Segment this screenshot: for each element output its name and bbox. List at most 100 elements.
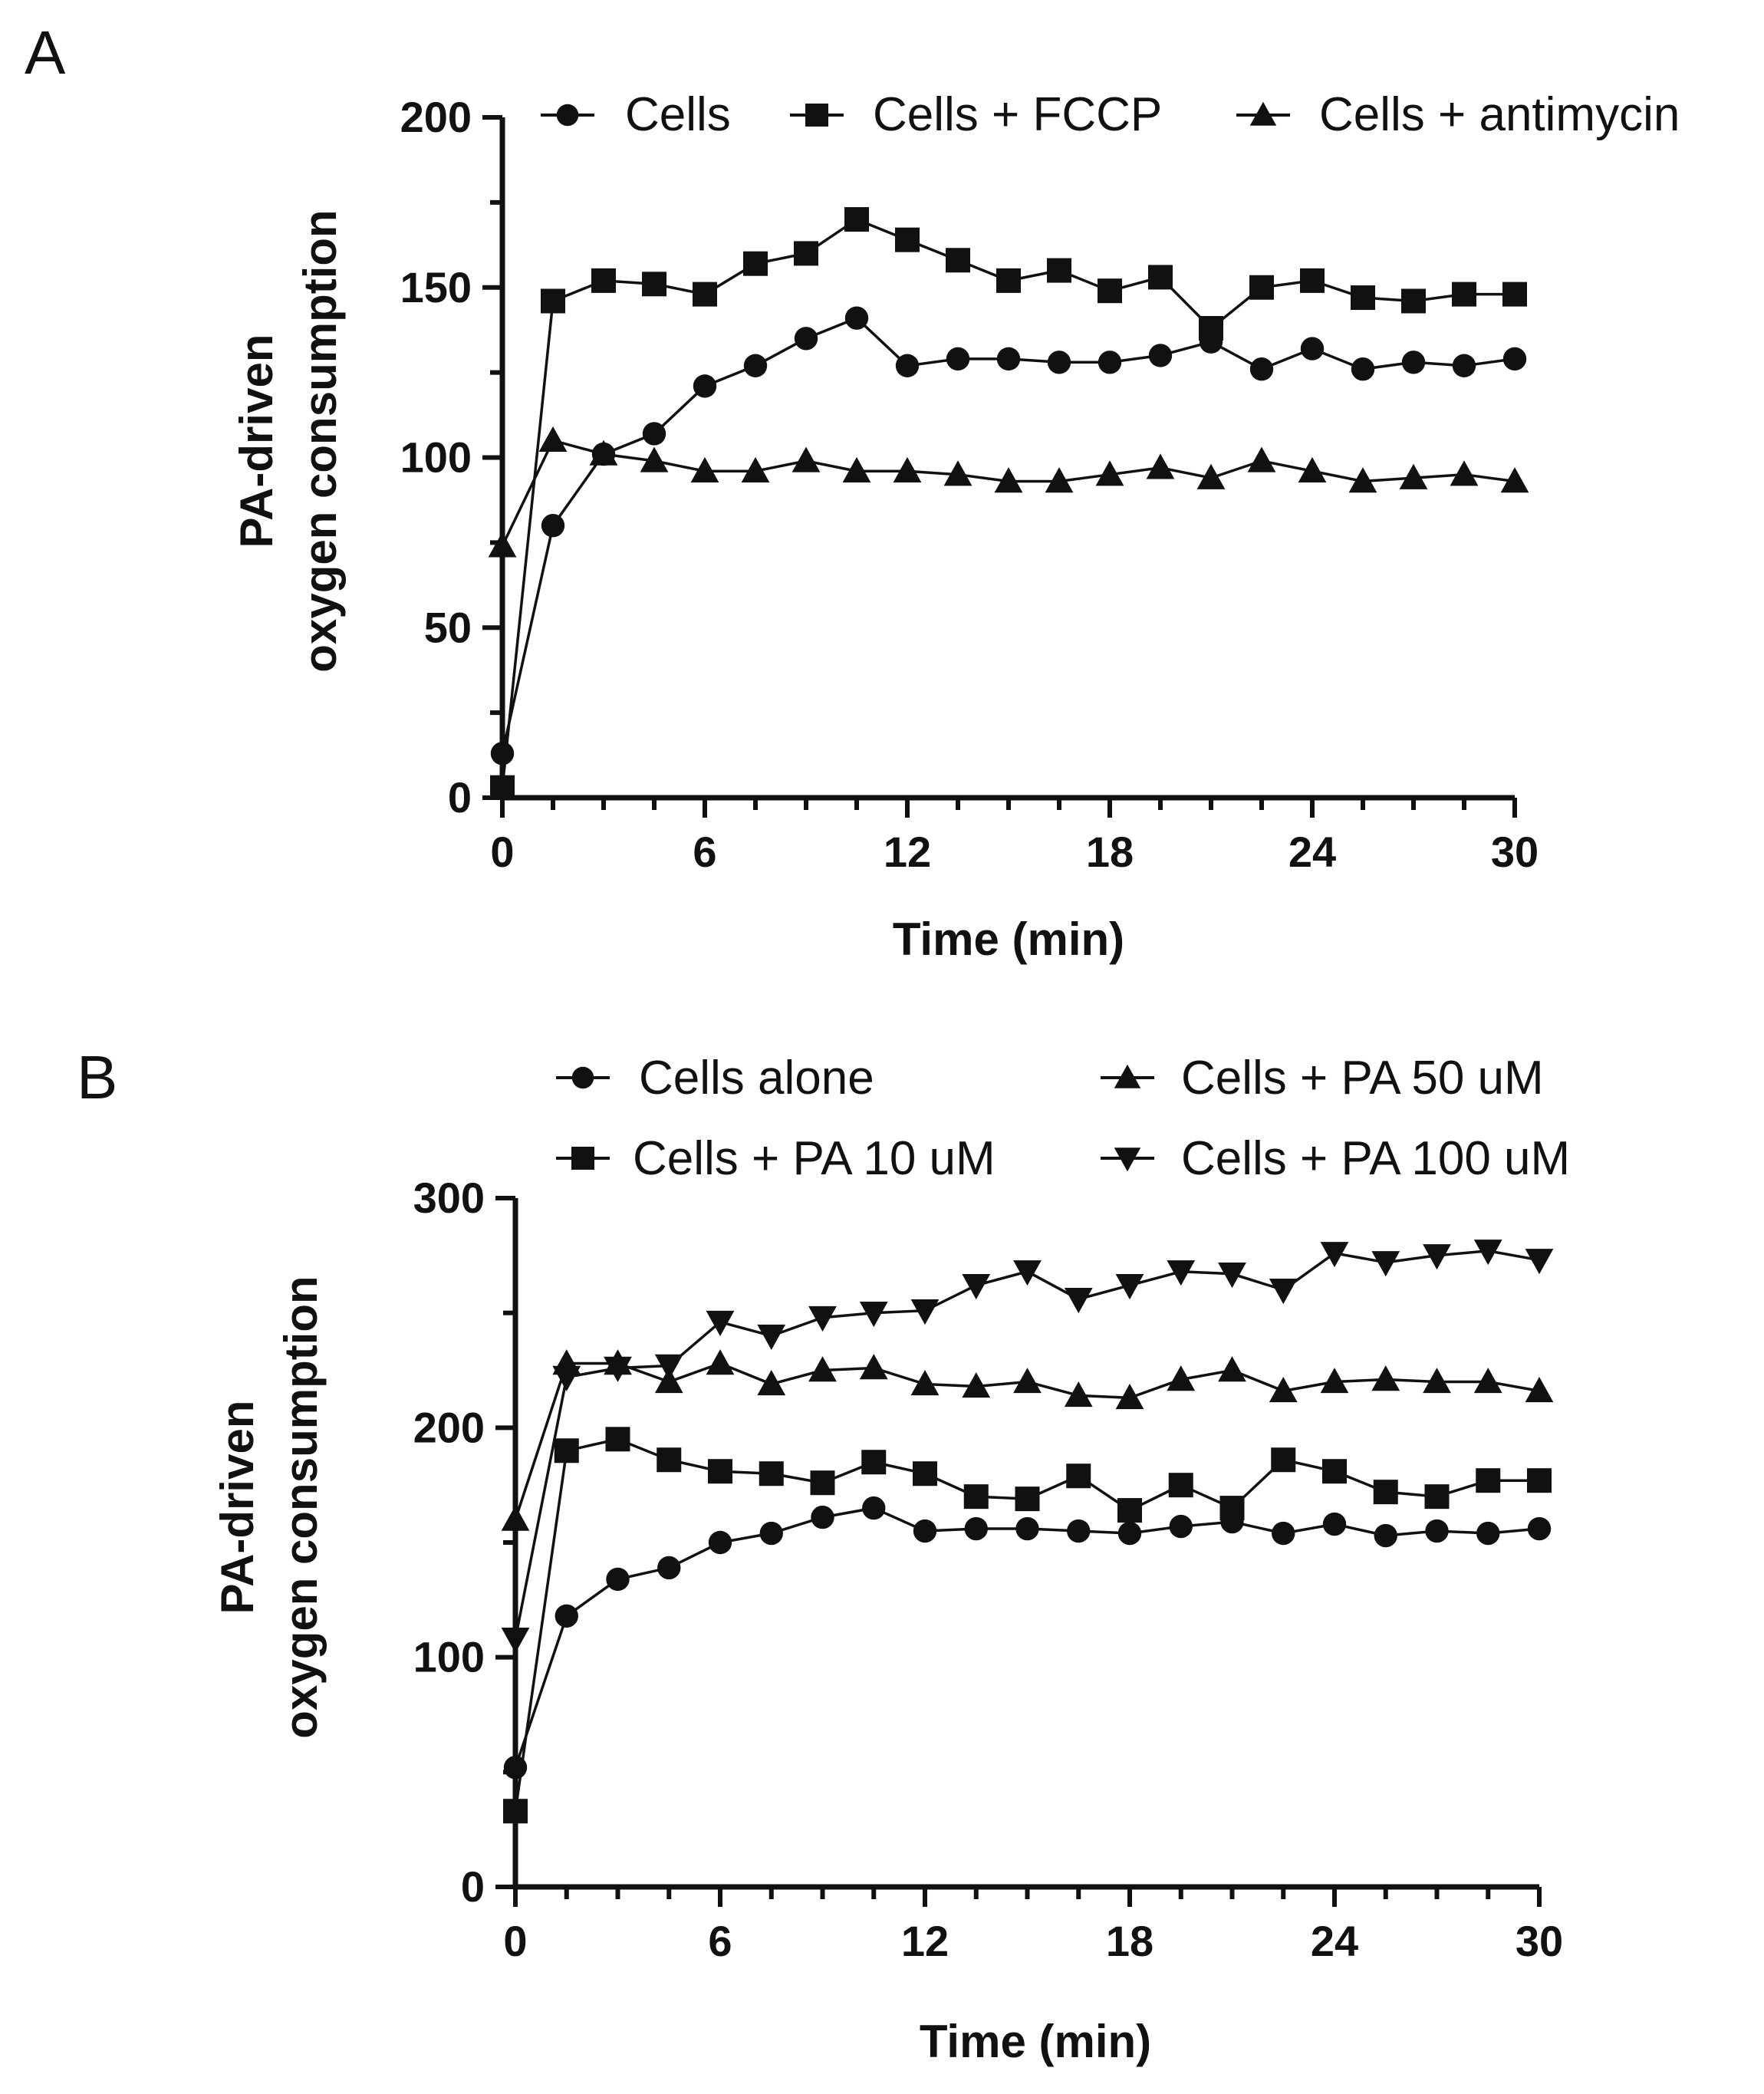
data-point bbox=[589, 440, 618, 466]
data-point bbox=[943, 460, 973, 486]
data-point bbox=[640, 446, 669, 472]
data-point bbox=[1401, 288, 1426, 314]
legend-label-cells-alone: Cells alone bbox=[639, 1052, 874, 1105]
data-point bbox=[1168, 1473, 1193, 1498]
data-point bbox=[654, 1354, 683, 1380]
data-point bbox=[693, 374, 717, 398]
data-point bbox=[962, 1274, 991, 1300]
y-tick-label: 300 bbox=[413, 1174, 485, 1222]
data-point bbox=[1117, 1521, 1142, 1546]
data-point bbox=[1148, 344, 1173, 367]
x-tick-label: 0 bbox=[490, 828, 514, 876]
data-point bbox=[1320, 1368, 1349, 1394]
legend-item: Cells + FCCP bbox=[790, 88, 1162, 141]
data-point bbox=[1473, 1368, 1502, 1394]
x-tick-label: 6 bbox=[708, 1917, 732, 1965]
data-point bbox=[1322, 1512, 1347, 1536]
legend-item: Cells + PA 10 uM bbox=[556, 1132, 996, 1185]
legend-label-pa-10: Cells + PA 10 uM bbox=[633, 1132, 996, 1185]
legend-marker bbox=[556, 104, 579, 127]
data-point bbox=[490, 742, 515, 765]
legend-label-cells-antimycin: Cells + antimycin bbox=[1319, 88, 1680, 141]
data-point bbox=[913, 1461, 937, 1487]
y-tick-label: 0 bbox=[448, 773, 472, 821]
y-tick-label: 100 bbox=[400, 433, 472, 482]
x-tick-label: 30 bbox=[1491, 828, 1539, 876]
series-line-0 bbox=[501, 316, 1516, 754]
data-point bbox=[1196, 463, 1226, 489]
data-point bbox=[1476, 1468, 1501, 1493]
data-point bbox=[1064, 1287, 1093, 1314]
x-tick-label: 30 bbox=[1516, 1917, 1563, 1965]
data-point bbox=[1219, 1496, 1245, 1521]
data-point bbox=[759, 1461, 784, 1487]
data-point bbox=[1169, 1514, 1193, 1539]
data-point bbox=[1401, 351, 1426, 374]
data-point bbox=[1423, 1244, 1451, 1270]
data-point bbox=[1167, 1260, 1196, 1286]
x-tick-label: 0 bbox=[503, 1917, 527, 1965]
data-point bbox=[962, 1372, 991, 1398]
data-point bbox=[706, 1310, 735, 1337]
y-axis-title-line1: PA-driven bbox=[231, 334, 282, 548]
data-point bbox=[757, 1324, 786, 1350]
data-point bbox=[1425, 1519, 1449, 1543]
data-point bbox=[1351, 357, 1375, 381]
data-point bbox=[859, 1354, 888, 1380]
panel-b-plot: 0 100 200 300 0 6 12 18 24 30 bbox=[413, 1174, 1564, 1965]
data-point bbox=[1525, 1249, 1554, 1275]
data-point bbox=[1066, 1463, 1091, 1489]
data-point bbox=[895, 354, 920, 377]
x-tick-label: 24 bbox=[1311, 1917, 1358, 1965]
panel-a-letter: A bbox=[25, 18, 66, 87]
data-point bbox=[503, 1799, 528, 1824]
data-point bbox=[1373, 1480, 1398, 1505]
legend-label-pa-50: Cells + PA 50 uM bbox=[1181, 1052, 1544, 1105]
data-point bbox=[1527, 1468, 1552, 1493]
legend-label-pa-100: Cells + PA 100 uM bbox=[1181, 1132, 1570, 1185]
data-point bbox=[1271, 1447, 1296, 1473]
data-point bbox=[810, 1470, 835, 1496]
data-point bbox=[811, 1505, 834, 1529]
data-point bbox=[1249, 357, 1274, 381]
panel-b-letter: B bbox=[77, 1043, 117, 1111]
data-point bbox=[1199, 315, 1223, 341]
data-point bbox=[1098, 278, 1122, 304]
y-tick-label: 50 bbox=[424, 603, 472, 651]
data-point bbox=[893, 456, 922, 482]
data-point bbox=[1013, 1368, 1042, 1394]
data-point bbox=[741, 456, 770, 482]
data-point bbox=[706, 1349, 735, 1375]
y-axis-title-line2: oxygen consumption bbox=[275, 1276, 327, 1738]
data-point bbox=[1146, 453, 1175, 479]
data-point bbox=[759, 1521, 783, 1546]
legend-marker bbox=[571, 1147, 594, 1170]
data-point bbox=[690, 456, 719, 482]
data-point bbox=[1013, 1260, 1042, 1286]
data-point bbox=[1249, 275, 1274, 300]
legend-label-cells-fccp: Cells + FCCP bbox=[873, 88, 1162, 141]
data-point bbox=[1269, 1279, 1298, 1305]
legend-item: Cells + PA 100 uM bbox=[1101, 1132, 1570, 1185]
panel-a-x-axis-title: Time (min) bbox=[893, 914, 1124, 965]
data-point bbox=[794, 241, 818, 266]
y-tick-label: 0 bbox=[461, 1862, 485, 1911]
data-point bbox=[862, 1496, 886, 1520]
legend-marker bbox=[571, 1066, 594, 1089]
data-point bbox=[859, 1301, 888, 1328]
data-point bbox=[794, 327, 818, 351]
data-point bbox=[501, 1505, 530, 1531]
data-point bbox=[1452, 354, 1476, 377]
data-point bbox=[1272, 1521, 1295, 1546]
data-point bbox=[1502, 347, 1527, 371]
legend-marker bbox=[1249, 101, 1277, 126]
series-line-3 bbox=[514, 1249, 1540, 1640]
panel-a-y-axis-title: PA-driven oxygen consumption bbox=[231, 209, 346, 672]
data-point bbox=[554, 1438, 579, 1463]
data-point bbox=[910, 1370, 940, 1396]
data-point bbox=[604, 1356, 632, 1382]
panel-b-x-axis-title: Time (min) bbox=[920, 2016, 1151, 2067]
legend-label-cells: Cells bbox=[625, 88, 731, 141]
data-point bbox=[541, 514, 565, 538]
